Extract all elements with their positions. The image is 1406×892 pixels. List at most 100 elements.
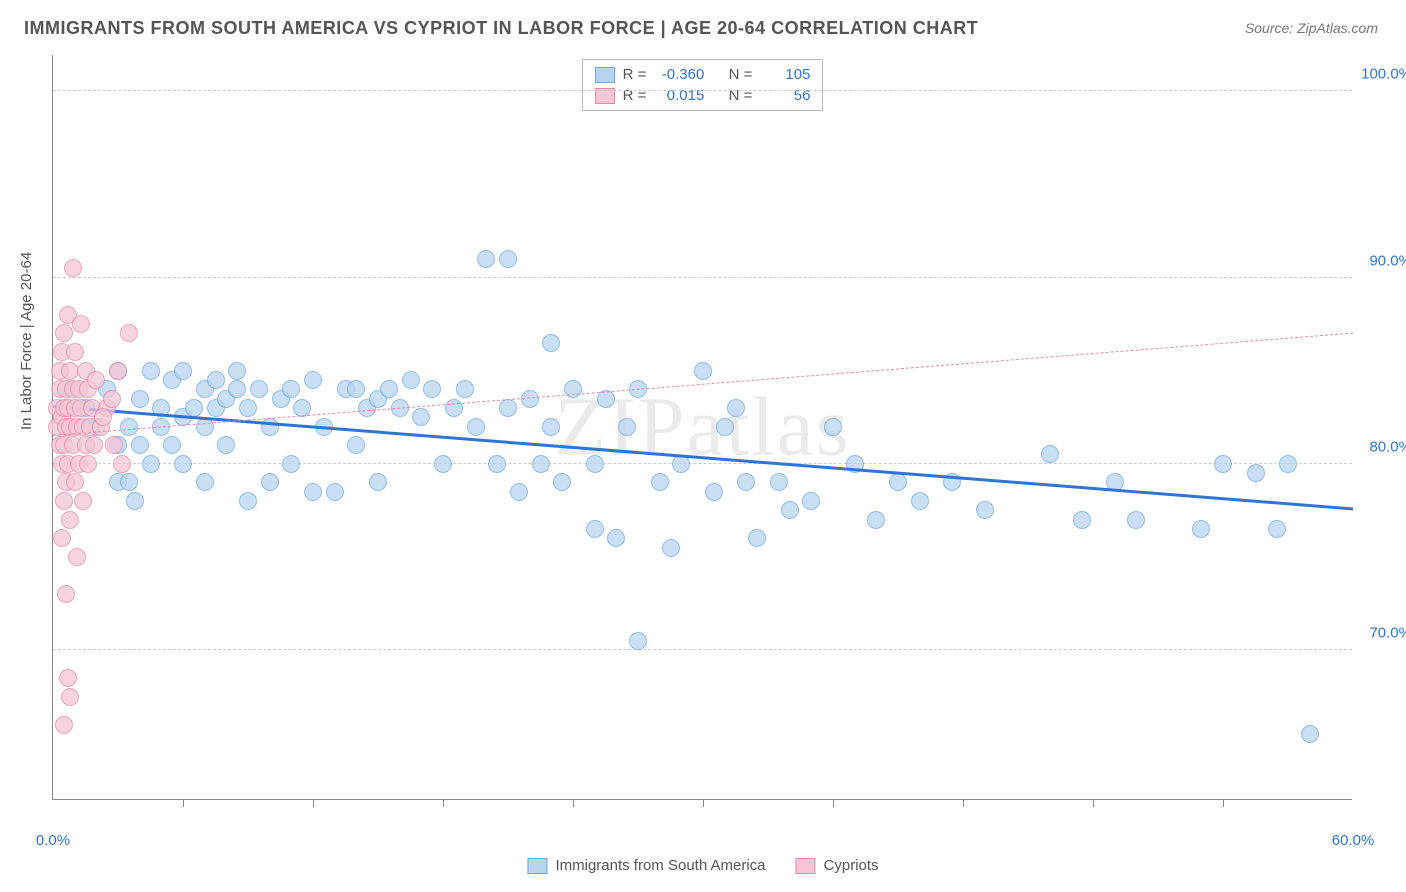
data-point: [737, 473, 755, 491]
data-point: [445, 399, 463, 417]
data-point: [94, 408, 112, 426]
x-tick: [703, 799, 704, 807]
data-point: [126, 492, 144, 510]
data-point: [72, 315, 90, 333]
data-point: [79, 455, 97, 473]
data-point: [1073, 511, 1091, 529]
data-point: [716, 418, 734, 436]
data-point: [662, 539, 680, 557]
x-tick: [443, 799, 444, 807]
y-tick-label: 80.0%: [1357, 438, 1406, 455]
data-point: [142, 362, 160, 380]
stats-row: R = -0.360 N = 105: [595, 64, 811, 85]
data-point: [55, 492, 73, 510]
data-point: [120, 324, 138, 342]
data-point: [1268, 520, 1286, 538]
stats-legend: R =-0.360 N =105R =0.015 N =56: [582, 59, 824, 111]
data-point: [1041, 445, 1059, 463]
data-point: [304, 483, 322, 501]
data-point: [402, 371, 420, 389]
x-tick-label: 60.0%: [1332, 832, 1375, 849]
data-point: [488, 455, 506, 473]
data-point: [477, 250, 495, 268]
data-point: [239, 492, 257, 510]
data-point: [131, 390, 149, 408]
data-point: [867, 511, 885, 529]
source-attribution: Source: ZipAtlas.com: [1245, 20, 1378, 36]
data-point: [113, 455, 131, 473]
gridline: [53, 649, 1352, 650]
data-point: [261, 418, 279, 436]
data-point: [217, 436, 235, 454]
data-point: [239, 399, 257, 417]
y-axis-label: In Labor Force | Age 20-64: [18, 252, 35, 430]
data-point: [228, 380, 246, 398]
data-point: [120, 418, 138, 436]
data-point: [174, 455, 192, 473]
data-point: [142, 455, 160, 473]
data-point: [53, 529, 71, 547]
data-point: [824, 418, 842, 436]
data-point: [542, 418, 560, 436]
chart-title: IMMIGRANTS FROM SOUTH AMERICA VS CYPRIOT…: [24, 18, 978, 39]
data-point: [207, 371, 225, 389]
r-value: -0.360: [654, 66, 704, 83]
data-point: [66, 473, 84, 491]
data-point: [694, 362, 712, 380]
data-point: [911, 492, 929, 510]
data-point: [976, 501, 994, 519]
x-tick: [1093, 799, 1094, 807]
y-tick-label: 70.0%: [1357, 625, 1406, 642]
data-point: [434, 455, 452, 473]
data-point: [59, 669, 77, 687]
legend-label: Immigrants from South America: [555, 857, 765, 874]
data-point: [532, 455, 550, 473]
data-point: [1301, 725, 1319, 743]
data-point: [174, 362, 192, 380]
data-point: [55, 716, 73, 734]
data-point: [261, 473, 279, 491]
data-point: [228, 362, 246, 380]
data-point: [705, 483, 723, 501]
legend-swatch: [595, 67, 615, 83]
data-point: [61, 511, 79, 529]
y-tick-label: 100.0%: [1357, 66, 1406, 83]
data-point: [185, 399, 203, 417]
gridline: [53, 463, 1352, 464]
data-point: [196, 473, 214, 491]
data-point: [1279, 455, 1297, 473]
data-point: [87, 371, 105, 389]
data-point: [326, 483, 344, 501]
plot-area: ZIPatlas R =-0.360 N =105R =0.015 N =56 …: [52, 55, 1352, 800]
data-point: [120, 473, 138, 491]
data-point: [304, 371, 322, 389]
gridline: [53, 90, 1352, 91]
data-point: [380, 380, 398, 398]
n-label: N =: [729, 66, 753, 83]
legend-label: Cypriots: [824, 857, 879, 874]
x-tick: [963, 799, 964, 807]
data-point: [1127, 511, 1145, 529]
data-point: [802, 492, 820, 510]
data-point: [889, 473, 907, 491]
data-point: [618, 418, 636, 436]
data-point: [1247, 464, 1265, 482]
n-value: 105: [760, 66, 810, 83]
data-point: [1214, 455, 1232, 473]
data-point: [629, 632, 647, 650]
series-legend: Immigrants from South America Cypriots: [527, 857, 878, 874]
data-point: [499, 250, 517, 268]
data-point: [748, 529, 766, 547]
r-label: R =: [623, 66, 647, 83]
data-point: [85, 436, 103, 454]
data-point: [282, 380, 300, 398]
data-point: [74, 492, 92, 510]
data-point: [542, 334, 560, 352]
data-point: [423, 380, 441, 398]
data-point: [553, 473, 571, 491]
data-point: [727, 399, 745, 417]
data-point: [564, 380, 582, 398]
data-point: [347, 436, 365, 454]
x-tick: [313, 799, 314, 807]
data-point: [586, 520, 604, 538]
